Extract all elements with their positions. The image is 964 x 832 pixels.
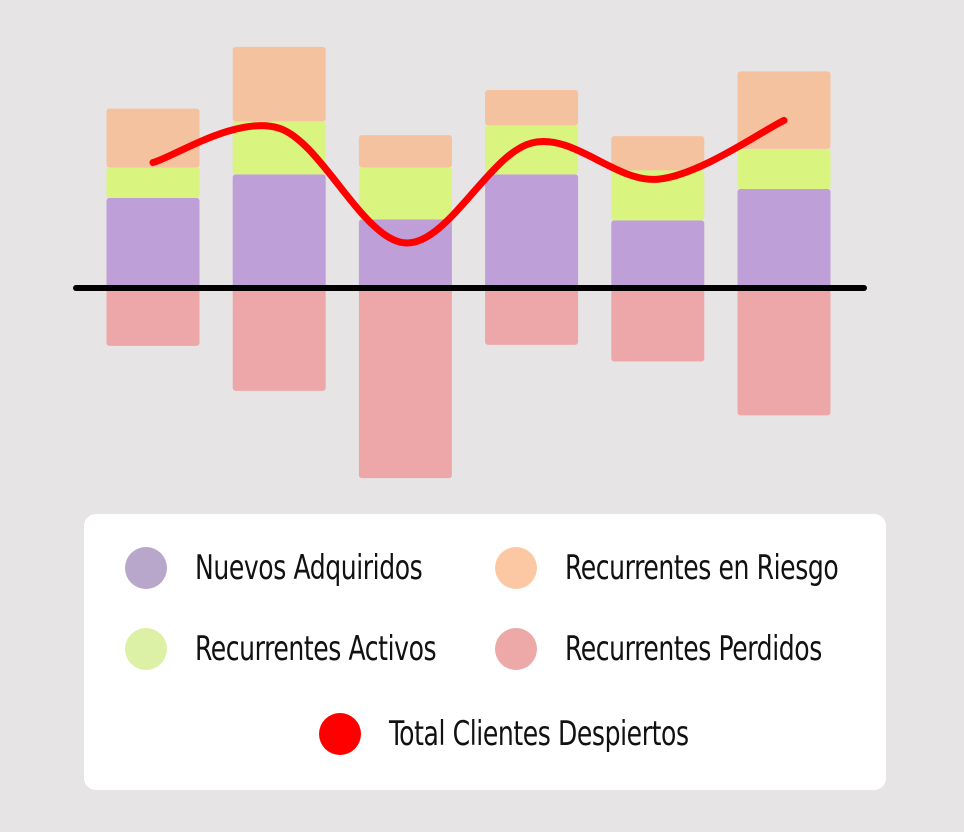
bar-nuevos-adquiridos-2 [232,174,326,288]
bar-recurrentes-perdidos-6 [737,288,831,416]
bar-recurrentes-activos-5 [611,170,705,221]
bar-recurrentes-en-riesgo-3 [358,135,452,168]
legend-label-recurrentes-activos: Recurrentes Activos [195,629,437,669]
legend-swatch-total-clientes-despiertos [319,713,361,755]
bar-recurrentes-activos-6 [737,148,831,190]
bar-group [106,46,831,479]
legend-label-total-clientes-despiertos: Total Clientes Despiertos [389,714,689,754]
stacked-bar-chart [73,46,867,479]
bar-recurrentes-en-riesgo-2 [232,46,326,122]
bar-recurrentes-activos-3 [358,167,452,220]
legend-item-nuevos-adquiridos: Nuevos Adquiridos [125,546,472,590]
bar-recurrentes-perdidos-4 [485,288,579,345]
legend-label-recurrentes-perdidos: Recurrentes Perdidos [565,629,822,669]
bar-nuevos-adquiridos-4 [485,174,579,288]
legend-swatch-recurrentes-perdidos [495,628,537,670]
legend-item-recurrentes-en-riesgo: Recurrentes en Riesgo [495,546,898,590]
bar-recurrentes-activos-1 [106,167,200,198]
legend-item-recurrentes-perdidos: Recurrentes Perdidos [495,627,878,671]
legend-swatch-recurrentes-activos [125,628,167,670]
legend-swatch-recurrentes-en-riesgo [495,547,537,589]
bar-nuevos-adquiridos-5 [611,220,705,288]
bar-recurrentes-perdidos-1 [106,288,200,346]
bar-recurrentes-perdidos-5 [611,288,705,362]
bar-recurrentes-perdidos-3 [358,288,452,479]
bar-recurrentes-activos-4 [485,125,579,175]
legend-item-recurrentes-activos: Recurrentes Activos [125,627,489,671]
bar-recurrentes-en-riesgo-5 [611,136,705,171]
bar-nuevos-adquiridos-6 [737,189,831,288]
bar-recurrentes-en-riesgo-4 [485,90,579,126]
bar-nuevos-adquiridos-1 [106,197,200,288]
legend-swatch-nuevos-adquiridos [125,547,167,589]
legend-item-total-clientes-despiertos: Total Clientes Despiertos [319,712,754,756]
bar-recurrentes-en-riesgo-1 [106,108,200,168]
bar-recurrentes-activos-2 [232,121,326,175]
legend: Nuevos Adquiridos Recurrentes en Riesgo … [84,514,886,790]
bar-recurrentes-perdidos-2 [232,288,326,391]
total-line-series [149,116,788,247]
legend-label-recurrentes-en-riesgo: Recurrentes en Riesgo [565,548,839,588]
legend-label-nuevos-adquiridos: Nuevos Adquiridos [195,548,423,588]
